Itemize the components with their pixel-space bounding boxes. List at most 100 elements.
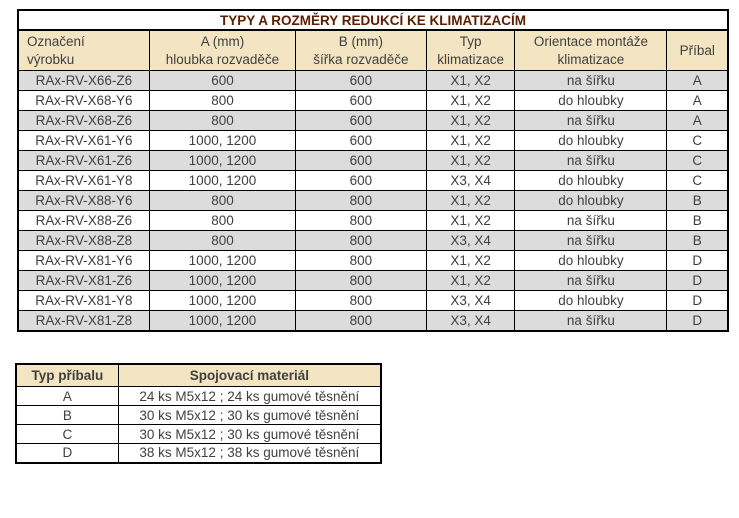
depth-a-cell: 1000, 1200 xyxy=(148,150,297,172)
table-row: RAx-RV-X61-Y8 1000, 1200 600 X3, X4 do h… xyxy=(17,170,729,192)
mount-orientation-cell: na šířku xyxy=(514,110,668,132)
accessory-row: B 30 ks M5x12 ; 30 ks gumové těsnění xyxy=(15,405,382,426)
ac-type-cell: X3, X4 xyxy=(425,290,516,312)
depth-a-cell: 800 xyxy=(148,230,297,252)
accessory-row: A 24 ks M5x12 ; 24 ks gumové těsnění xyxy=(15,386,382,407)
pribal-type-cell: A xyxy=(15,386,119,407)
ac-type-cell: X1, X2 xyxy=(425,130,516,152)
product-code-cell: RAx-RV-X61-Z6 xyxy=(17,150,150,172)
ac-type-cell: X1, X2 xyxy=(425,90,516,112)
width-b-cell: 600 xyxy=(295,90,427,112)
pribal-type-cell: B xyxy=(666,190,729,212)
ac-type-cell: X1, X2 xyxy=(425,190,516,212)
pribal-type-cell: C xyxy=(666,130,729,152)
table-row: RAx-RV-X88-Z6 800 800 X1, X2 na šířku B xyxy=(17,210,729,232)
width-b-cell: 800 xyxy=(295,290,427,312)
table-row: RAx-RV-X68-Y6 800 600 X1, X2 do hloubky … xyxy=(17,90,729,112)
table-header-row: Označení výrobku A (mm) hloubka rozvaděč… xyxy=(17,29,729,72)
pribal-type-cell: D xyxy=(666,310,729,332)
material-cell: 30 ks M5x12 ; 30 ks gumové těsnění xyxy=(117,405,382,426)
mount-orientation-cell: na šířku xyxy=(514,230,668,252)
table-row: RAx-RV-X66-Z6 600 600 X1, X2 na šířku A xyxy=(17,70,729,92)
header-spojovaci-material: Spojovací materiál xyxy=(117,363,382,388)
width-b-cell: 800 xyxy=(295,210,427,232)
depth-a-cell: 1000, 1200 xyxy=(148,290,297,312)
header-typ-klimatizace: Typ klimatizace xyxy=(425,29,516,72)
material-cell: 30 ks M5x12 ; 30 ks gumové těsnění xyxy=(117,424,382,445)
product-code-cell: RAx-RV-X81-Z8 xyxy=(17,310,150,332)
width-b-cell: 600 xyxy=(295,70,427,92)
ac-type-cell: X1, X2 xyxy=(425,70,516,92)
width-b-cell: 600 xyxy=(295,150,427,172)
width-b-cell: 800 xyxy=(295,230,427,252)
depth-a-cell: 1000, 1200 xyxy=(148,310,297,332)
width-b-cell: 800 xyxy=(295,250,427,272)
header-pribal: Příbal xyxy=(666,29,729,72)
pribal-type-cell: D xyxy=(666,290,729,312)
header-b-mm-sirka: B (mm) šířka rozvaděče xyxy=(295,29,427,72)
product-code-cell: RAx-RV-X88-Z8 xyxy=(17,230,150,252)
pribal-type-cell: C xyxy=(666,170,729,192)
width-b-cell: 600 xyxy=(295,110,427,132)
mount-orientation-cell: na šířku xyxy=(514,70,668,92)
mount-orientation-cell: na šířku xyxy=(514,150,668,172)
depth-a-cell: 800 xyxy=(148,210,297,232)
mount-orientation-cell: do hloubky xyxy=(514,290,668,312)
pribal-type-cell: C xyxy=(15,424,119,445)
product-code-cell: RAx-RV-X81-Y6 xyxy=(17,250,150,272)
reduction-types-table: TYPY A ROZMĚRY REDUKCÍ KE KLIMATIZACÍM O… xyxy=(17,9,729,332)
product-code-cell: RAx-RV-X88-Z6 xyxy=(17,210,150,232)
pribal-type-cell: C xyxy=(666,150,729,172)
product-code-cell: RAx-RV-X81-Z6 xyxy=(17,270,150,292)
table-title-row: TYPY A ROZMĚRY REDUKCÍ KE KLIMATIZACÍM xyxy=(17,9,729,31)
header-oznaceni-vyrobku: Označení výrobku xyxy=(17,29,150,72)
header-typ-pribalu: Typ příbalu xyxy=(15,363,119,388)
mount-orientation-cell: na šířku xyxy=(514,310,668,332)
mount-orientation-cell: do hloubky xyxy=(514,190,668,212)
pribal-type-cell: A xyxy=(666,70,729,92)
pribal-type-cell: D xyxy=(15,443,119,464)
table-row: RAx-RV-X61-Y6 1000, 1200 600 X1, X2 do h… xyxy=(17,130,729,152)
table-row: RAx-RV-X88-Z8 800 800 X3, X4 na šířku B xyxy=(17,230,729,252)
table-row: RAx-RV-X68-Z6 800 600 X1, X2 na šířku A xyxy=(17,110,729,132)
ac-type-cell: X1, X2 xyxy=(425,270,516,292)
mount-orientation-cell: do hloubky xyxy=(514,130,668,152)
product-code-cell: RAx-RV-X88-Y6 xyxy=(17,190,150,212)
table-row: RAx-RV-X88-Y6 800 800 X1, X2 do hloubky … xyxy=(17,190,729,212)
mount-orientation-cell: na šířku xyxy=(514,270,668,292)
accessory-row: C 30 ks M5x12 ; 30 ks gumové těsnění xyxy=(15,424,382,445)
depth-a-cell: 1000, 1200 xyxy=(148,170,297,192)
table-row: RAx-RV-X61-Z6 1000, 1200 600 X1, X2 na š… xyxy=(17,150,729,172)
ac-type-cell: X3, X4 xyxy=(425,230,516,252)
accessory-row: D 38 ks M5x12 ; 38 ks gumové těsnění xyxy=(15,443,382,464)
pribal-type-cell: A xyxy=(666,110,729,132)
product-code-cell: RAx-RV-X68-Z6 xyxy=(17,110,150,132)
depth-a-cell: 800 xyxy=(148,90,297,112)
mount-orientation-cell: do hloubky xyxy=(514,250,668,272)
material-cell: 38 ks M5x12 ; 38 ks gumové těsnění xyxy=(117,443,382,464)
width-b-cell: 800 xyxy=(295,270,427,292)
ac-type-cell: X1, X2 xyxy=(425,250,516,272)
pribal-type-cell: D xyxy=(666,250,729,272)
mount-orientation-cell: do hloubky xyxy=(514,90,668,112)
table-row: RAx-RV-X81-Z6 1000, 1200 800 X1, X2 na š… xyxy=(17,270,729,292)
mount-orientation-cell: na šířku xyxy=(514,210,668,232)
product-code-cell: RAx-RV-X61-Y6 xyxy=(17,130,150,152)
product-code-cell: RAx-RV-X81-Y8 xyxy=(17,290,150,312)
table-row: RAx-RV-X81-Z8 1000, 1200 800 X3, X4 na š… xyxy=(17,310,729,332)
product-code-cell: RAx-RV-X61-Y8 xyxy=(17,170,150,192)
ac-type-cell: X3, X4 xyxy=(425,170,516,192)
depth-a-cell: 800 xyxy=(148,110,297,132)
accessory-material-table: Typ příbalu Spojovací materiál A 24 ks M… xyxy=(15,362,382,464)
depth-a-cell: 1000, 1200 xyxy=(148,270,297,292)
pribal-type-cell: B xyxy=(666,210,729,232)
accessory-header-row: Typ příbalu Spojovací materiál xyxy=(15,363,382,388)
material-cell: 24 ks M5x12 ; 24 ks gumové těsnění xyxy=(117,386,382,407)
table-title: TYPY A ROZMĚRY REDUKCÍ KE KLIMATIZACÍM xyxy=(17,9,729,31)
width-b-cell: 600 xyxy=(295,170,427,192)
depth-a-cell: 1000, 1200 xyxy=(148,250,297,272)
pribal-type-cell: A xyxy=(666,90,729,112)
header-orientace-montaze: Orientace montáže klimatizace xyxy=(514,29,668,72)
width-b-cell: 800 xyxy=(295,310,427,332)
product-code-cell: RAx-RV-X68-Y6 xyxy=(17,90,150,112)
